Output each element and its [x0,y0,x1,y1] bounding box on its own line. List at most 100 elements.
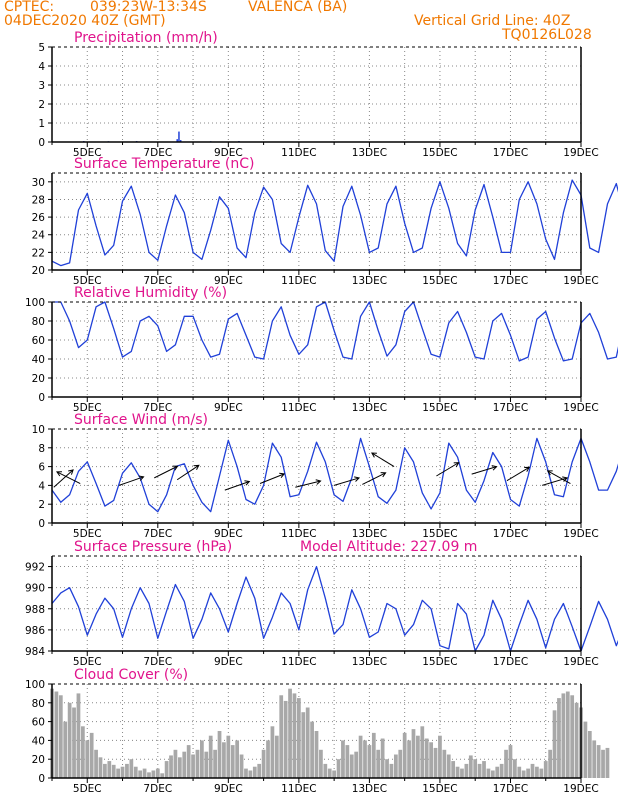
cloud-bar [204,751,209,778]
pres-ytick-label: 986 [25,625,45,637]
cloud-bar [98,757,103,778]
cloud-bar [107,761,112,778]
cloud-bar [155,768,160,778]
cloud-bar [530,763,535,778]
cloud-bar [244,768,248,778]
temp-series-line [51,179,618,267]
cloud-xtick-label: 9DEC [214,783,243,795]
wind-arrow [154,465,179,479]
wind-arrow [259,472,286,484]
cloud-bar [341,740,345,778]
pres-xtick-label: 19DEC [563,656,598,668]
wind-xtick-label: 7DEC [143,528,172,540]
cloud-bar [133,766,138,778]
cloud-ytick-label: 40 [32,735,45,747]
cloud-bar [385,759,389,778]
cloud-bar [495,766,500,778]
wind-ytick-label: 8 [38,443,45,455]
cloud-ytick-label: 20 [32,754,45,766]
cloud-bar [407,740,411,778]
cloud-bar [327,768,332,778]
header-location: VALENCA (BA) [248,0,348,15]
cloud-bar [526,768,530,778]
rh-title: Relative Humidity (%) [74,285,227,301]
cloud-bar [583,721,588,778]
wind-arrow [506,466,531,482]
cloud-bar [517,766,522,778]
cloud-bar [420,726,425,778]
cloud-bar [605,747,610,778]
rh-xtick-label: 11DEC [281,402,316,414]
cloud-bar [305,707,310,778]
cloud-xtick-label: 15DEC [422,783,457,795]
temp-xtick-label: 19DEC [563,275,598,287]
cloud-bar [398,749,403,778]
cloud-bar [473,759,478,778]
precip-xtick-label: 7DEC [143,147,172,159]
precip-xtick-label: 15DEC [422,147,457,159]
wind-arrow [471,465,498,475]
cloud-bar [103,763,107,778]
rh-ytick-label: 60 [32,335,45,347]
wind-arrow [333,476,361,486]
cloud-bar [125,763,129,778]
cloud-bar [513,759,517,778]
cloud-bar [535,766,539,778]
cloud-bar [336,759,341,778]
cloud-bar [557,698,561,778]
cloud-bar [270,726,275,778]
wind-arrow [546,470,571,484]
precip-xtick-label: 5DEC [73,147,102,159]
temp-panel: 20 22 24 26 28 30 5DEC 7DEC 9DEC 11DEC 13DEC 15DEC 1… [32,156,618,287]
cloud-bar [222,742,226,778]
cloud-bar [217,731,222,778]
rh-xtick-label: 19DEC [563,402,598,414]
cloud-bar [116,768,120,778]
cloud-bar [504,749,508,778]
cloud-bar [94,749,98,778]
cloud-bar [274,735,279,778]
cloud-bar [80,726,85,778]
cloud-bar [296,698,301,778]
cloud-bar [72,707,76,778]
precip-xtick-label: 13DEC [352,147,387,159]
cloud-bar [411,729,416,778]
wind-arrow [53,469,74,488]
cloud-bar [314,731,319,778]
cloud-bar [508,745,513,778]
pres-xtick-label: 17DEC [493,656,528,668]
cloud-bar [570,695,575,778]
cloud-bar [283,700,288,778]
cloud-bar [142,768,147,778]
precip-ytick-label: 5 [38,42,45,54]
precip-ytick-label: 2 [38,99,45,111]
cloud-bar [574,702,579,778]
rh-xtick-label: 7DEC [143,402,172,414]
wind-arrow [362,472,387,485]
pres-xtick-label: 5DEC [73,656,102,668]
temp-title: Surface Temperature (nC) [74,156,255,172]
temp-ytick-label: 30 [32,177,45,189]
pres-title: Surface Pressure (hPa) [74,539,232,555]
temp-ytick-label: 22 [32,247,45,259]
pres-model-altitude: Model Altitude: 227.09 m [300,539,477,555]
wind-arrow [295,479,322,488]
cloud-bar [345,745,350,778]
cloud-bar [89,732,94,778]
cloud-bar [261,749,266,778]
wind-arrow [56,471,81,484]
cloud-bar [195,749,200,778]
rh-ytick-label: 80 [32,316,45,328]
cloud-ytick-label: 60 [32,717,45,729]
cloud-bar [266,740,270,778]
temp-ytick-label: 20 [32,265,45,277]
precip-ytick-label: 1 [38,118,45,130]
pres-xtick-label: 7DEC [143,656,172,668]
cloud-bar [446,754,451,778]
cloud-bar [200,740,204,778]
wind-arrow [436,462,460,477]
pres-ytick-label: 990 [25,583,45,595]
cloud-bar [301,712,306,778]
cloud-bar [464,763,469,778]
wind-arrow [371,452,395,468]
